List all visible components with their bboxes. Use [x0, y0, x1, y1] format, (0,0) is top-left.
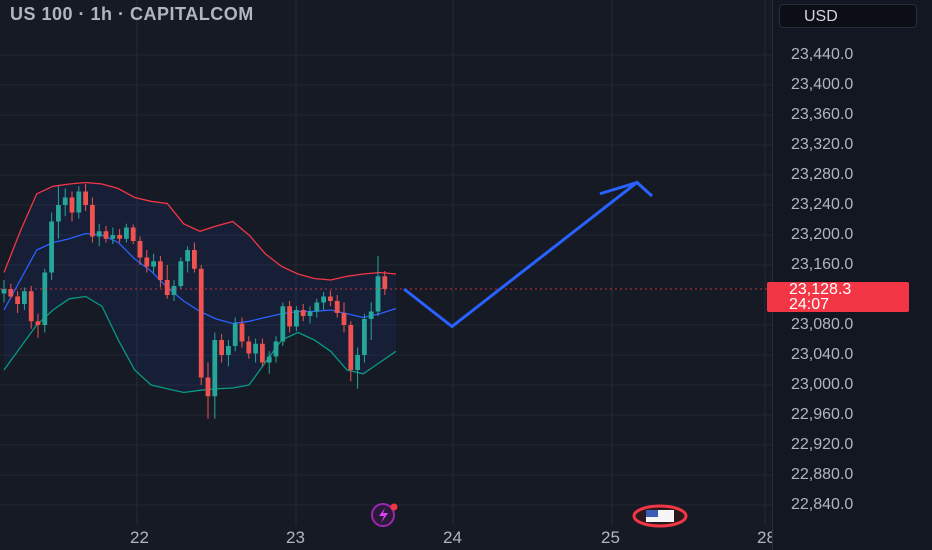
candle-body [321, 296, 326, 303]
bar-countdown: 24:07 [789, 296, 830, 313]
candle-body [56, 205, 61, 222]
last-price-value: 23,128.3 [789, 281, 852, 298]
candle-body [382, 276, 388, 289]
price-tick-label: 23,000.0 [791, 376, 854, 393]
candle-body [226, 346, 231, 355]
chart-canvas[interactable] [0, 0, 772, 550]
candle-body [205, 377, 211, 397]
candle-body [28, 291, 34, 322]
candle-body [137, 241, 143, 258]
candle-body [294, 310, 299, 327]
candle-body [260, 343, 265, 363]
price-axis[interactable]: USD 23,440.0 23,400.0 23,360.0 23,320.0 23,2… [767, 0, 932, 550]
price-tick-label: 23,240.0 [791, 196, 854, 213]
lower-band-line [3, 295, 397, 394]
price-tick-label: 23,160.0 [791, 256, 854, 273]
candle-body [314, 302, 320, 312]
price-tick-label: 23,320.0 [791, 136, 854, 153]
price-tick-label: 22,840.0 [791, 496, 854, 513]
candle-body [232, 323, 238, 346]
candle-body [198, 268, 204, 378]
candle-body [348, 325, 354, 370]
candle-body [42, 272, 48, 325]
projection-arrow [403, 180, 654, 329]
price-tick-label: 22,920.0 [791, 436, 854, 453]
candle-body [8, 289, 14, 297]
candle-body [76, 191, 82, 213]
price-tick-label: 23,200.0 [791, 226, 854, 243]
candle-body [178, 261, 184, 286]
candle-body [375, 276, 381, 312]
candle-body [341, 313, 347, 325]
candle-body [144, 257, 150, 267]
candle-body [49, 221, 54, 273]
candle-body [362, 319, 367, 355]
candle-body [171, 286, 177, 295]
candle-body [110, 235, 116, 239]
time-tick-label: 25 [601, 528, 620, 547]
price-tick-label: 23,440.0 [791, 46, 854, 63]
upper-band-line [3, 181, 397, 281]
candle-body [62, 197, 68, 205]
price-tick-label: 22,880.0 [791, 466, 854, 483]
candle-body [355, 355, 360, 370]
candle-body [192, 250, 197, 269]
candle-body [239, 323, 245, 342]
candle-body [164, 280, 170, 295]
candle-body [307, 311, 313, 316]
price-tick-label: 23,360.0 [791, 106, 854, 123]
price-tick-label: 23,040.0 [791, 346, 854, 363]
candle-body [1, 289, 7, 294]
time-tick-label: 23 [286, 528, 305, 547]
candle-body [124, 227, 129, 239]
candle-body [96, 231, 102, 237]
last-price-marker: 23,128.3 24:07 [767, 281, 909, 313]
candle-body [15, 296, 20, 304]
candle-body [130, 227, 136, 241]
candle-body [22, 291, 27, 304]
projection-arrow-head [599, 181, 638, 196]
currency-selector[interactable]: USD [779, 4, 917, 28]
candle-body [219, 340, 224, 355]
notification-dot-icon [390, 503, 398, 511]
price-tick-label: 23,080.0 [791, 316, 854, 333]
flag-canton-icon [646, 510, 658, 517]
candle-body [266, 356, 272, 363]
candle-body [328, 296, 333, 301]
candle-body [368, 311, 374, 319]
candle-body [117, 235, 122, 239]
candle-body [246, 341, 252, 354]
price-tick-label: 22,960.0 [791, 406, 854, 423]
candle-body [300, 310, 306, 316]
candle-body [273, 341, 279, 357]
candle-body [151, 261, 156, 267]
candle-body [280, 306, 286, 342]
time-tick-label: 22 [130, 528, 149, 547]
candle-body [35, 321, 41, 325]
price-tick-label: 23,280.0 [791, 166, 854, 183]
lightning-glyph-icon [379, 508, 388, 523]
candle-body [212, 340, 218, 397]
candle-body [185, 250, 190, 262]
candle-body [83, 191, 88, 205]
time-tick-label: 24 [443, 528, 462, 547]
symbol-title: US 100 · 1h · CAPITALCOM [10, 4, 254, 24]
candle-body [90, 205, 95, 237]
candle-body [287, 306, 292, 327]
price-tick-label: 23,400.0 [791, 76, 854, 93]
candle-body [103, 231, 109, 239]
candle-body [158, 261, 163, 280]
chart-area[interactable]: US 100 · 1h · CAPITALCOM 22 23 24 25 28 [0, 0, 776, 550]
candle-body [253, 343, 258, 354]
candle-body [69, 197, 75, 213]
time-tick-label: 28 [757, 528, 776, 547]
candle-body [334, 301, 340, 313]
